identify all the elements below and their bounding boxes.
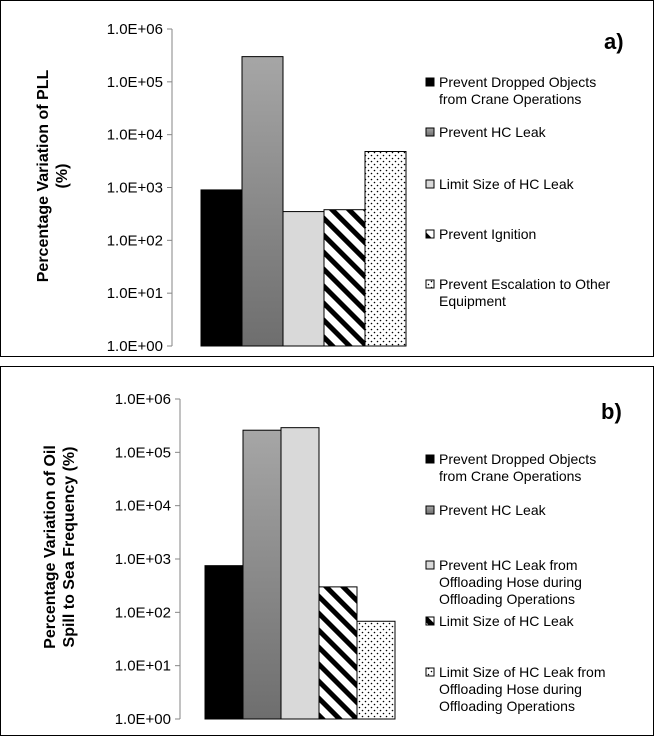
y-tick-label: 1.0E+02	[107, 232, 163, 249]
legend-label-3: Limit Size of HC Leak	[439, 176, 575, 192]
legend-label-3: Prevent HC Leak from Offloading Hose duri…	[439, 557, 582, 607]
panel-tag: a)	[604, 29, 624, 54]
y-tick-label: 1.0E+01	[107, 285, 163, 302]
legend-label-line: Prevent HC Leak	[439, 124, 547, 140]
bar-series-5	[364, 151, 407, 347]
legend-label-line: Limit Size of HC Leak from	[439, 664, 606, 680]
y-tick-label: 1.0E+04	[107, 127, 163, 144]
bar-series-2	[242, 429, 282, 720]
legend-label-line: Prevent Ignition	[439, 226, 536, 242]
bar-series-4	[318, 586, 358, 720]
legend-label-line: Prevent Dropped Objects	[439, 74, 596, 90]
legend-swatch-4	[425, 229, 435, 239]
legend-label-line: Offloading Operations	[439, 591, 575, 607]
legend-swatch-1	[425, 77, 435, 87]
y-tick-label: 1.0E+02	[115, 604, 171, 621]
y-axis-label-line: Percentage Variation of Oil	[42, 445, 59, 649]
bar-series-3	[282, 211, 325, 347]
legend-swatch-1	[425, 454, 435, 464]
bar-series-2	[241, 56, 284, 347]
legend-label-5: Limit Size of HC Leak from Offloading Hos…	[439, 664, 606, 714]
legend-swatch-2	[425, 127, 435, 137]
bar-series-1	[204, 565, 244, 720]
y-tick-label: 1.0E+03	[115, 551, 171, 568]
chart-panel-b: 1.0E+00 1.0E+01 1.0E+02 1.0E+03 1.0E+04 1.0E+…	[0, 366, 654, 736]
legend-label-line: Prevent Dropped Objects	[439, 451, 596, 467]
chart-panel-a: 1.0E+00 1.0E+01 1.0E+02 1.0E+03 1.0E+04 1.0E+…	[0, 0, 654, 357]
legend-label-line: Offloading Hose during	[439, 681, 582, 697]
legend-swatch-5	[425, 667, 435, 677]
legend-swatch-2	[425, 505, 435, 515]
y-tick-label: 1.0E+06	[115, 391, 171, 408]
panel-tag: b)	[601, 399, 622, 424]
y-tick-label: 1.0E+04	[115, 498, 171, 515]
bar-series-1	[200, 189, 243, 347]
bar-series-3	[280, 427, 320, 720]
chart-b-svg: 1.0E+00 1.0E+01 1.0E+02 1.0E+03 1.0E+04 1.0E+…	[42, 391, 622, 728]
legend-label-line: Offloading Hose during	[439, 574, 582, 590]
y-tick-label: 1.0E+03	[107, 180, 163, 197]
y-axis-label: Percentage Variation of Oil Spill to Sea …	[42, 445, 78, 649]
legend-label-line: Prevent HC Leak	[439, 502, 547, 518]
legend-label-line: from Crane Operations	[439, 91, 581, 107]
legend-label-2: Prevent HC Leak	[439, 502, 547, 518]
legend-swatch-5	[425, 279, 435, 289]
y-tick-label: 1.0E+01	[115, 658, 171, 675]
legend-label-line: Limit Size of HC Leak	[439, 613, 575, 629]
legend-label-4: Prevent Ignition	[439, 226, 536, 242]
legend-swatch-3	[425, 179, 435, 189]
legend-label-2: Prevent HC Leak	[439, 124, 547, 140]
legend-label-line: Prevent Escalation to Other	[439, 276, 611, 292]
chart-a-svg: 1.0E+00 1.0E+01 1.0E+02 1.0E+03 1.0E+04 1.0E+…	[35, 21, 624, 355]
legend-label-line: from Crane Operations	[439, 468, 581, 484]
y-axis-label: Percentage Variation of PLL (%)	[35, 70, 71, 283]
bar-series-4	[323, 209, 366, 347]
legend-label-5: Prevent Escalation to Other Equipment	[439, 276, 611, 309]
bar-series-5	[356, 620, 396, 720]
legend-swatch-3	[425, 560, 435, 570]
y-tick-label: 1.0E+05	[107, 74, 163, 91]
y-axis-label-line: Spill to Sea Frequency (%)	[61, 447, 78, 648]
legend-label-1: Prevent Dropped Objects from Crane Operat…	[439, 74, 596, 107]
y-tick-label: 1.0E+05	[115, 444, 171, 461]
legend-label-4: Limit Size of HC Leak	[439, 613, 575, 629]
legend-label-1: Prevent Dropped Objects from Crane Operat…	[439, 451, 596, 484]
legend-label-line: Prevent HC Leak from	[439, 557, 578, 573]
y-tick-label: 1.0E+00	[107, 338, 163, 355]
y-tick-label: 1.0E+06	[107, 21, 163, 38]
legend-label-line: Limit Size of HC Leak	[439, 176, 575, 192]
legend-label-line: Equipment	[439, 293, 506, 309]
y-axis-label-line: Percentage Variation of PLL	[35, 70, 52, 283]
legend-label-line: Offloading Operations	[439, 698, 575, 714]
y-axis-label-line: (%)	[54, 164, 71, 189]
legend-swatch-4	[425, 616, 435, 626]
y-tick-label: 1.0E+00	[115, 711, 171, 728]
